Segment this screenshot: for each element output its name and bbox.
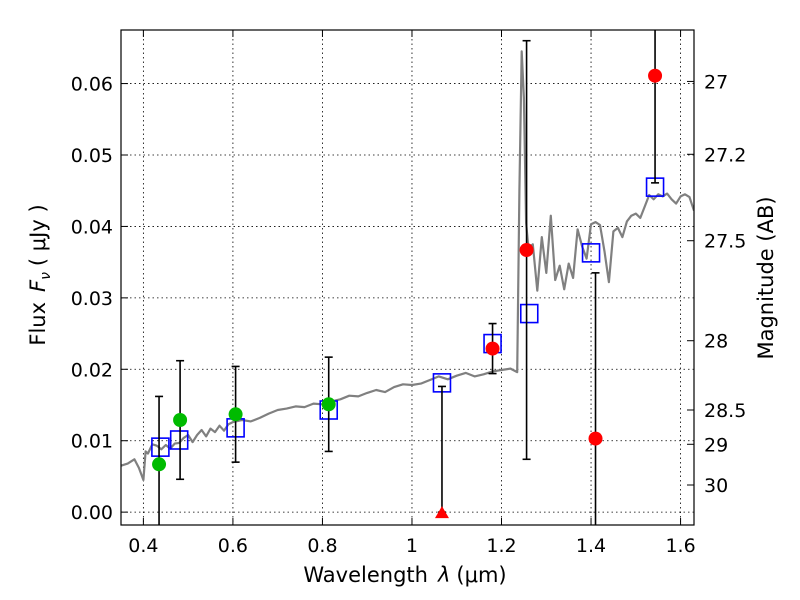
upper-limit-triangle [434,506,449,519]
x-tick-label: 1.6 [665,535,695,557]
spectrum-line [121,50,694,482]
y-tick-label: 0.01 [71,431,113,453]
axis-ticks: 0.4 0.6 0.8 1 1.2 1.4 1.6 0.00 0.01 0.02 0.03 0.04 0… [71,30,746,557]
y-tick-label: 0.06 [71,74,113,96]
marker-group [151,30,665,525]
flux-point [519,243,534,257]
y-tick-label: 0.04 [71,216,113,238]
plot-frame [120,29,695,526]
model-square [581,243,601,263]
y-tick-label: 0.02 [71,359,113,381]
y2-tick-label: 27.5 [704,231,746,253]
x-tick-label: 0.8 [307,535,337,557]
model-square [169,430,189,450]
x-tick-label: 1.4 [576,535,606,557]
y-tick-label: 0.00 [71,502,113,524]
y2-axis-label: Magnitude (AB) [754,196,778,359]
y2-tick-label: 27.2 [704,144,746,166]
y-axis-label: FluxFν( μJy ) [26,204,54,345]
model-spectrum [121,50,694,482]
model-square [519,303,539,324]
y-tick-label: 0.03 [71,288,113,310]
y2-tick-label: 30 [704,475,728,497]
x-tick-label: 1 [406,535,418,557]
flux-point [173,413,188,427]
flux-point [588,431,603,446]
y2-tick-label: 29 [704,434,728,456]
flux-point [648,68,663,83]
y2-tick-label: 28.5 [704,400,746,422]
flux-point [228,407,243,422]
y2-tick-label: 28 [704,331,728,353]
x-tick-label: 0.4 [128,535,158,557]
data-markers [151,30,665,525]
flux-point [485,341,500,356]
x-tick-label: 0.6 [218,535,248,557]
y2-tick-label: 27 [704,71,728,93]
flux-point [321,397,336,412]
grid-lines [121,30,694,525]
flux-point [152,457,167,472]
y-tick-label: 0.05 [71,145,113,167]
x-tick-label: 1.2 [486,535,516,557]
x-axis-label: Wavelength λ (μm) [303,563,506,587]
model-square [151,437,170,457]
